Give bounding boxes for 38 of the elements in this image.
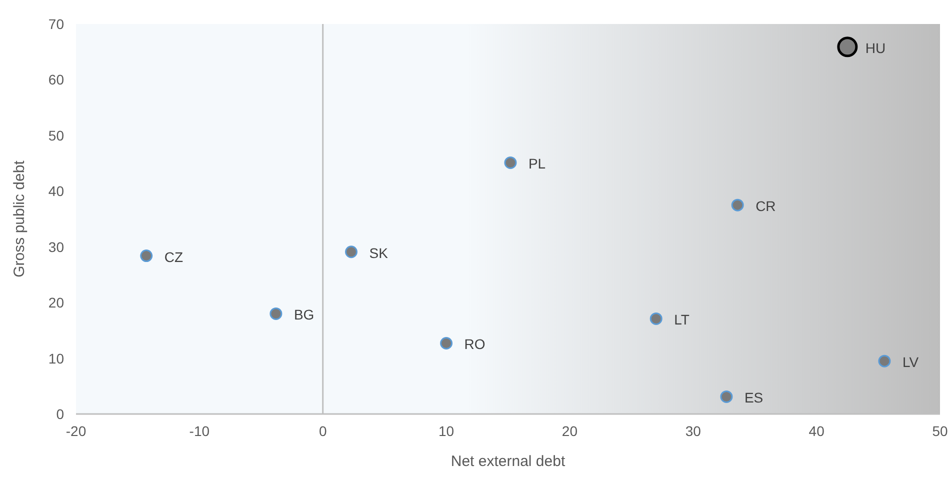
x-tick-label: -20 bbox=[66, 423, 86, 439]
y-tick-label: 10 bbox=[48, 350, 64, 366]
annotation: BG bbox=[294, 306, 314, 323]
point bbox=[650, 312, 662, 325]
x-tick-label: 20 bbox=[562, 423, 578, 439]
x-tick-label: 30 bbox=[685, 423, 702, 439]
point bbox=[504, 156, 517, 169]
y-tick-label: 50 bbox=[48, 127, 64, 144]
x-tick-label: 40 bbox=[808, 423, 825, 439]
annotation: ES bbox=[744, 390, 764, 406]
annotation: SK bbox=[369, 244, 389, 261]
point bbox=[878, 354, 891, 368]
y-tick-label: 20 bbox=[48, 294, 64, 311]
annotation: HU bbox=[865, 40, 886, 56]
y-tick-label: 0 bbox=[56, 406, 64, 422]
y-tick-label: 60 bbox=[48, 72, 64, 88]
y-tick-label: 70 bbox=[48, 16, 64, 32]
x-tick-label: 0 bbox=[318, 423, 327, 439]
annotation: CZ bbox=[164, 248, 184, 265]
y-tick-label: 30 bbox=[48, 238, 64, 255]
y-tick-label: 40 bbox=[48, 183, 64, 200]
point bbox=[837, 36, 858, 58]
annotation: RO bbox=[464, 336, 486, 352]
annotation: LT bbox=[674, 312, 690, 328]
x-tick-label: 10 bbox=[438, 423, 454, 439]
point bbox=[270, 307, 282, 320]
y-axis-title: Gross public debt bbox=[11, 160, 28, 278]
point bbox=[440, 336, 453, 350]
x-tick-label: 50 bbox=[932, 423, 948, 439]
x-tick-label: -10 bbox=[189, 423, 210, 439]
point bbox=[720, 390, 733, 403]
annotation: PL bbox=[528, 156, 546, 172]
x-axis-title: Net external debt bbox=[450, 453, 566, 470]
point bbox=[344, 246, 358, 258]
annotation: LV bbox=[902, 354, 920, 370]
point bbox=[140, 250, 153, 262]
annotation: CR bbox=[756, 198, 776, 214]
point bbox=[731, 198, 744, 212]
